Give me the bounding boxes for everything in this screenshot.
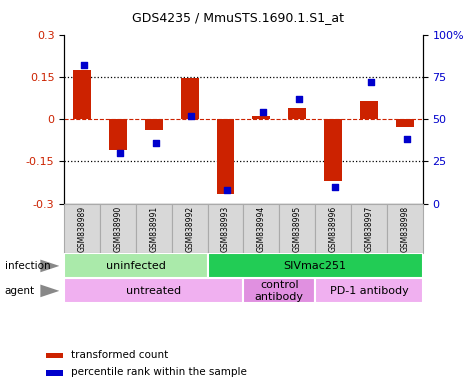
Text: uninfected: uninfected [106, 261, 166, 271]
Text: GSM838989: GSM838989 [77, 205, 86, 252]
Text: percentile rank within the sample: percentile rank within the sample [71, 367, 247, 377]
Bar [208, 204, 244, 253]
Bar [109, 119, 127, 150]
Text: GSM838990: GSM838990 [114, 205, 123, 252]
Point [152, 140, 160, 146]
Bar [180, 78, 199, 119]
Bar [64, 278, 244, 303]
Bar [73, 70, 91, 119]
Bar [172, 204, 208, 253]
Text: GDS4235 / MmuSTS.1690.1.S1_at: GDS4235 / MmuSTS.1690.1.S1_at [132, 12, 343, 25]
Bar [47, 371, 63, 376]
Bar [208, 253, 423, 278]
Text: infection: infection [5, 261, 50, 271]
Point [295, 96, 303, 102]
Point [331, 184, 339, 190]
Text: GSM838997: GSM838997 [364, 205, 373, 252]
Bar [145, 119, 163, 130]
Text: control
antibody: control antibody [255, 280, 304, 302]
Bar [279, 204, 315, 253]
Point [403, 136, 410, 142]
Bar [396, 119, 414, 127]
Text: GSM838998: GSM838998 [400, 205, 409, 252]
Text: GSM838993: GSM838993 [221, 205, 230, 252]
Point [367, 79, 375, 85]
Point [188, 113, 195, 119]
Bar [47, 353, 63, 358]
Point [80, 62, 88, 68]
Point [116, 150, 124, 156]
Bar [217, 119, 235, 194]
Bar [244, 204, 279, 253]
Bar [324, 119, 342, 181]
Text: SIVmac251: SIVmac251 [284, 261, 347, 271]
Point [224, 187, 231, 193]
Bar [64, 204, 100, 253]
Bar [64, 253, 208, 278]
Bar [315, 204, 351, 253]
Polygon shape [40, 285, 59, 297]
Text: GSM838996: GSM838996 [329, 205, 338, 252]
Bar [252, 116, 270, 119]
Bar [100, 204, 136, 253]
Bar [136, 204, 172, 253]
Text: GSM838991: GSM838991 [149, 205, 158, 252]
Bar [360, 101, 378, 119]
Text: agent: agent [5, 286, 35, 296]
Bar [315, 278, 423, 303]
Bar [244, 278, 315, 303]
Text: GSM838992: GSM838992 [185, 205, 194, 252]
Point [259, 109, 267, 115]
Bar [387, 204, 423, 253]
Polygon shape [40, 260, 59, 272]
Bar [288, 108, 306, 119]
Text: PD-1 antibody: PD-1 antibody [330, 286, 408, 296]
Text: GSM838995: GSM838995 [293, 205, 302, 252]
Text: untreated: untreated [126, 286, 181, 296]
Text: transformed count: transformed count [71, 350, 169, 360]
Text: GSM838994: GSM838994 [257, 205, 266, 252]
Bar [351, 204, 387, 253]
